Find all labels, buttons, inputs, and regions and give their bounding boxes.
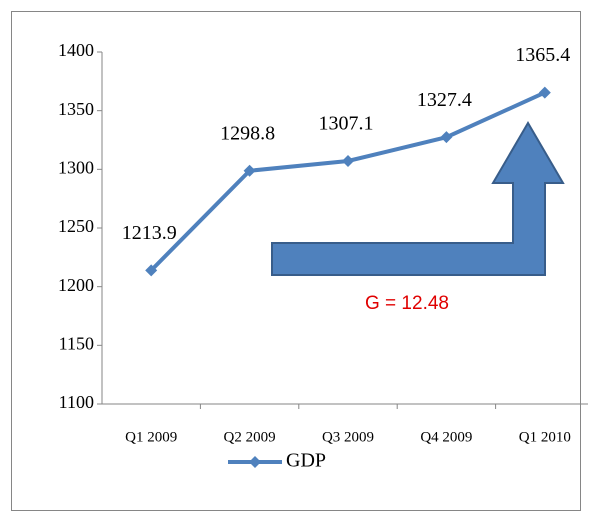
x-tick-label: Q2 2009 xyxy=(224,429,276,445)
y-tick-label: 1400 xyxy=(58,40,94,60)
arrow xyxy=(271,121,565,276)
data-label: 1365.4 xyxy=(515,44,570,66)
marker xyxy=(538,86,551,99)
y-tick-label: 1250 xyxy=(58,216,94,236)
legend-marker xyxy=(249,456,261,468)
y-tick-label: 1100 xyxy=(59,392,94,412)
data-label: 1213.9 xyxy=(122,222,177,244)
y-tick-label: 1350 xyxy=(58,99,94,119)
y-tick-label: 1150 xyxy=(59,333,94,353)
x-tick-label: Q3 2009 xyxy=(322,429,374,445)
x-tick-label: Q4 2009 xyxy=(420,429,472,445)
y-tick-label: 1200 xyxy=(58,275,94,295)
data-label: 1327.4 xyxy=(417,89,472,111)
marker xyxy=(145,264,158,277)
marker xyxy=(243,164,256,177)
legend-label: GDP xyxy=(286,450,326,472)
y-tick-label: 1300 xyxy=(58,157,94,177)
annotation: G = 12.48 xyxy=(365,293,449,314)
x-tick-label: Q1 2010 xyxy=(519,429,571,445)
data-label: 1307.1 xyxy=(319,113,374,135)
marker xyxy=(440,131,453,144)
x-tick-label: Q1 2009 xyxy=(125,429,177,445)
data-label: 1298.8 xyxy=(220,122,275,144)
marker xyxy=(342,155,354,168)
